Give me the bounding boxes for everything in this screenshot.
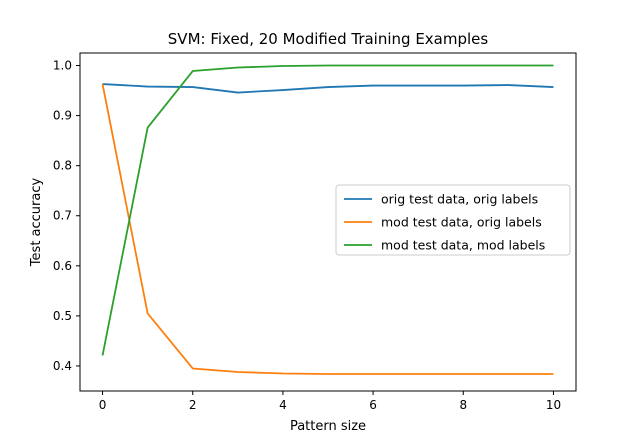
y-axis-ticks: 0.4 0.5 0.6 0.7 0.8 0.9 1.0 <box>53 59 80 373</box>
x-tick-label: 0 <box>99 398 107 412</box>
y-tick-label: 0.5 <box>53 309 72 323</box>
y-axis-label: Test accuracy <box>29 178 44 268</box>
series-line-2 <box>101 83 554 375</box>
legend-label-1: orig test data, orig labels <box>381 192 538 207</box>
x-axis-ticks: 0 2 4 6 8 10 <box>99 391 561 412</box>
chart-title: SVM: Fixed, 20 Modified Training Example… <box>168 30 489 48</box>
x-tick-label: 4 <box>279 398 287 412</box>
x-tick-label: 8 <box>459 398 467 412</box>
legend-box <box>335 184 571 256</box>
legend: orig test data, orig labels mod test data… <box>335 184 571 256</box>
y-tick-label: 0.7 <box>53 209 72 223</box>
y-tick-label: 0.4 <box>53 359 72 373</box>
plot-series <box>101 64 554 375</box>
series-line-3 <box>101 64 554 356</box>
series-line-1 <box>102 83 554 94</box>
x-tick-label: 6 <box>369 398 377 412</box>
plot-frame <box>79 52 577 392</box>
y-tick-label: 0.8 <box>53 159 72 173</box>
x-tick-label: 10 <box>546 398 561 412</box>
y-tick-label: 1.0 <box>53 59 72 73</box>
y-tick-label: 0.6 <box>53 259 72 273</box>
x-axis-label: Pattern size <box>290 419 366 434</box>
x-tick-label: 2 <box>189 398 197 412</box>
y-tick-label: 0.9 <box>53 109 72 123</box>
legend-label-3: mod test data, mod labels <box>381 238 545 253</box>
legend-label-2: mod test data, orig labels <box>381 215 542 230</box>
